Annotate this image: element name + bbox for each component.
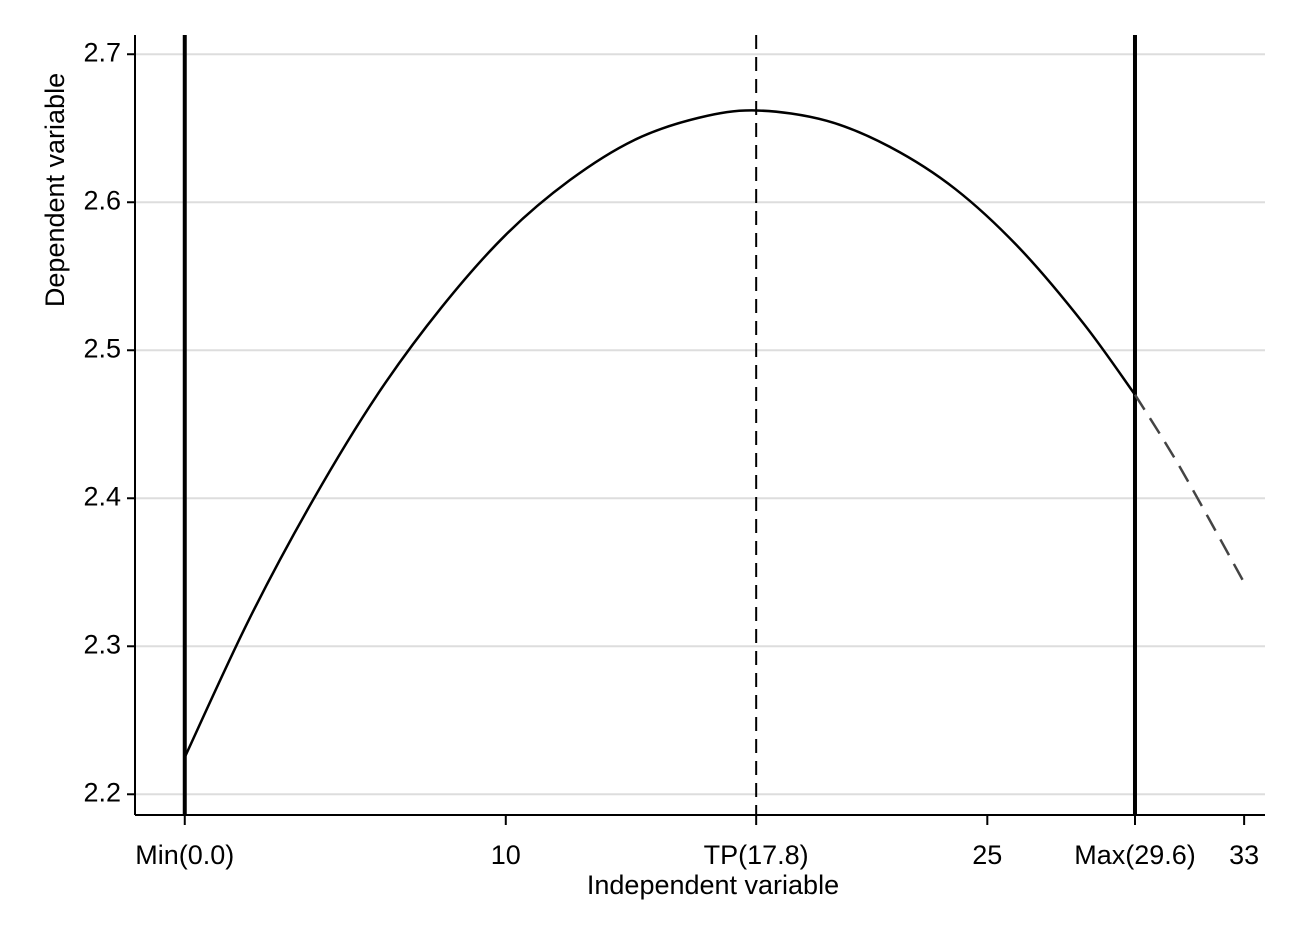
x-tick-label: Max(29.6): [1074, 840, 1196, 870]
curve: [1133, 393, 1246, 584]
curve: [183, 109, 1137, 758]
y-tick-label: 2.6: [83, 185, 121, 215]
y-tick-label: 2.7: [83, 37, 121, 67]
x-tick-label: TP(17.8): [704, 840, 809, 870]
y-tick-label: 2.5: [83, 333, 121, 363]
x-tick-label: 25: [972, 840, 1002, 870]
y-tick-label: 2.3: [83, 629, 121, 659]
x-tick-label: 33: [1229, 840, 1259, 870]
y-axis-label: Dependent variable: [40, 73, 70, 307]
x-axis-label: Independent variable: [587, 870, 839, 900]
y-tick-label: 2.2: [83, 777, 121, 807]
y-tick-label: 2.4: [83, 481, 121, 511]
x-tick-label: Min(0.0): [135, 840, 234, 870]
x-tick-label: 10: [491, 840, 521, 870]
